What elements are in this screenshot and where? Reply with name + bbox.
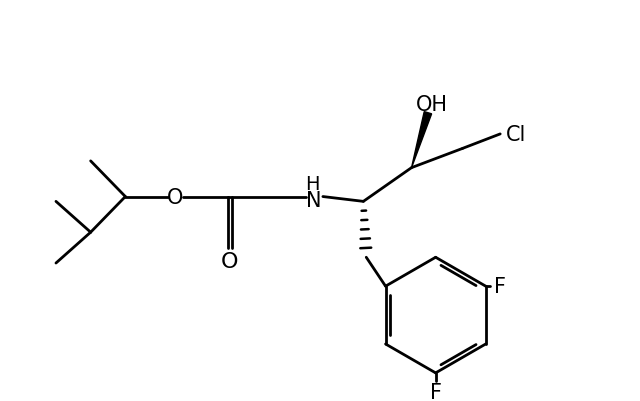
Text: F: F	[494, 276, 506, 296]
Text: O: O	[167, 187, 184, 207]
Text: Cl: Cl	[506, 125, 526, 144]
Text: F: F	[429, 382, 442, 401]
Polygon shape	[412, 112, 431, 168]
Text: H: H	[305, 174, 319, 193]
Text: O: O	[221, 251, 238, 271]
Text: OH: OH	[416, 95, 448, 115]
Text: N: N	[307, 191, 322, 211]
